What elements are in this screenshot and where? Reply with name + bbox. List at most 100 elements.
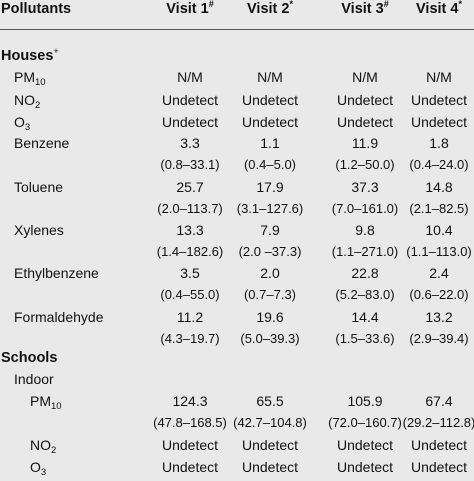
- value-cell: 13.2: [425, 309, 453, 325]
- table-row: Benzene 3.3 1.1 11.9 1.8: [0, 135, 474, 157]
- row-label: O3: [30, 459, 47, 478]
- visit1-header: Visit 1#: [166, 0, 214, 17]
- value-cell: Undetect: [336, 437, 394, 453]
- value-cell: 2.4: [429, 265, 449, 281]
- value-cell: Undetect: [241, 459, 299, 475]
- ci-cell: (5.2–83.0): [335, 287, 395, 302]
- value-cell: 1.8: [429, 135, 449, 151]
- value-cell: Undetect: [410, 114, 468, 130]
- ci-cell: (0.8–33.1): [160, 157, 220, 172]
- ci-cell: (5.0–39.3): [240, 331, 300, 346]
- table-row-ci: (0.8–33.1) (0.4–5.0) (1.2–50.0) (0.4–24.0): [0, 157, 474, 179]
- value-cell: 14.8: [425, 179, 453, 195]
- ci-cell: (1.1–271.0): [331, 244, 399, 259]
- row-label: Benzene: [14, 135, 70, 151]
- ci-cell: (1.2–50.0): [335, 157, 395, 172]
- row-label: NO2: [14, 92, 41, 111]
- value-cell: 105.9: [347, 393, 383, 409]
- value-cell: 9.8: [355, 222, 375, 238]
- table-row: Ethylbenzene 3.5 2.0 22.8 2.4: [0, 265, 474, 287]
- ci-cell: (2.9–39.4): [409, 331, 469, 346]
- value-cell: 14.4: [351, 309, 379, 325]
- value-cell: Undetect: [241, 92, 299, 108]
- value-cell: 17.9: [256, 179, 284, 195]
- indoor-label-row: Indoor: [0, 371, 474, 393]
- value-cell: 124.3: [172, 393, 208, 409]
- ci-cell: (42.7–104.8): [233, 415, 307, 430]
- value-cell: Undetect: [410, 92, 468, 108]
- value-cell: 67.4: [425, 393, 453, 409]
- row-label: Xylenes: [14, 222, 64, 238]
- table-header: Pollutants Visit 1# Visit 2* Visit 3# Vi…: [0, 0, 474, 22]
- visit3-header: Visit 3#: [341, 0, 389, 17]
- value-cell: 3.3: [180, 135, 200, 151]
- row-label: Formaldehyde: [14, 309, 104, 325]
- indoor-label: Indoor: [14, 371, 54, 387]
- table-row: Formaldehyde 11.2 19.6 14.4 13.2: [0, 309, 474, 331]
- row-label: PM10: [30, 393, 62, 412]
- section-schools: Schools: [1, 350, 58, 366]
- section-houses: Houses+: [1, 46, 59, 64]
- ci-cell: (47.8–168.5): [153, 415, 227, 430]
- value-cell: N/M: [352, 69, 378, 85]
- value-cell: Undetect: [241, 114, 299, 130]
- value-cell: 11.2: [176, 309, 204, 325]
- ci-cell: (0.4–24.0): [409, 157, 469, 172]
- ci-cell: (4.3–19.7): [160, 331, 220, 346]
- value-cell: 19.6: [256, 309, 284, 325]
- ci-cell: (0.4–5.0): [243, 157, 297, 172]
- table-row: NO2 Undetect Undetect Undetect Undetect: [0, 92, 474, 114]
- row-label: NO2: [30, 437, 57, 456]
- value-cell: N/M: [426, 69, 452, 85]
- value-cell: 3.5: [180, 265, 200, 281]
- value-cell: Undetect: [161, 92, 219, 108]
- ci-cell: (1.1–113.0): [406, 244, 472, 259]
- row-label: Ethylbenzene: [14, 265, 99, 281]
- value-cell: Undetect: [161, 459, 219, 475]
- value-cell: Undetect: [336, 114, 394, 130]
- ci-cell: (2.1–82.5): [409, 201, 469, 216]
- value-cell: 65.5: [256, 393, 284, 409]
- header-divider: [0, 29, 474, 30]
- ci-cell: (0.4–55.0): [160, 287, 220, 302]
- value-cell: 11.9: [351, 135, 379, 151]
- row-label: Toluene: [14, 179, 64, 195]
- value-cell: 25.7: [176, 179, 204, 195]
- table-row-ci: (2.0–113.7) (3.1–127.6) (7.0–161.0) (2.1–82…: [0, 201, 474, 223]
- value-cell: 2.0: [260, 265, 280, 281]
- table-row-ci: (1.4–182.6) (2.0 –37.3) (1.1–271.0) (1.1–11…: [0, 244, 474, 266]
- value-cell: N/M: [257, 69, 283, 85]
- ci-cell: (0.7–7.3): [243, 287, 297, 302]
- value-cell: Undetect: [336, 459, 394, 475]
- table-row: PM10 124.3 65.5 105.9 67.4: [0, 393, 474, 415]
- value-cell: 10.4: [425, 222, 453, 238]
- ci-cell: (1.4–182.6): [156, 244, 224, 259]
- table-row-ci: (47.8–168.5) (42.7–104.8) (72.0–160.7) (29.…: [0, 415, 474, 437]
- value-cell: Undetect: [241, 437, 299, 453]
- value-cell: Undetect: [410, 459, 468, 475]
- value-cell: Undetect: [161, 437, 219, 453]
- table-row: Toluene 25.7 17.9 37.3 14.8: [0, 179, 474, 201]
- table-row-ci: (0.4–55.0) (0.7–7.3) (5.2–83.0) (0.6–22.0): [0, 287, 474, 309]
- row-label: PM10: [14, 69, 46, 88]
- value-cell: 37.3: [351, 179, 379, 195]
- ci-cell: (29.2–112.8): [402, 415, 474, 430]
- table-row: PM10 N/M N/M N/M N/M: [0, 69, 474, 91]
- row-label: O3: [14, 114, 31, 133]
- table-row: O3 Undetect Undetect Undetect Undetect: [0, 459, 474, 481]
- table-row-ci: (4.3–19.7) (5.0–39.3) (1.5–33.6) (2.9–39.4): [0, 331, 474, 353]
- table-row: O3 Undetect Undetect Undetect Undetect: [0, 114, 474, 136]
- value-cell: Undetect: [161, 114, 219, 130]
- value-cell: Undetect: [410, 437, 468, 453]
- value-cell: Undetect: [336, 92, 394, 108]
- ci-cell: (2.0–113.7): [157, 201, 223, 216]
- ci-cell: (72.0–160.7): [328, 415, 402, 430]
- table-row: NO2 Undetect Undetect Undetect Undetect: [0, 437, 474, 459]
- value-cell: N/M: [177, 69, 203, 85]
- ci-cell: (1.5–33.6): [335, 331, 395, 346]
- value-cell: 13.3: [176, 222, 204, 238]
- ci-cell: (3.1–127.6): [236, 201, 304, 216]
- value-cell: 1.1: [260, 135, 280, 151]
- pollutants-header: Pollutants: [1, 1, 72, 17]
- ci-cell: (7.0–161.0): [331, 201, 399, 216]
